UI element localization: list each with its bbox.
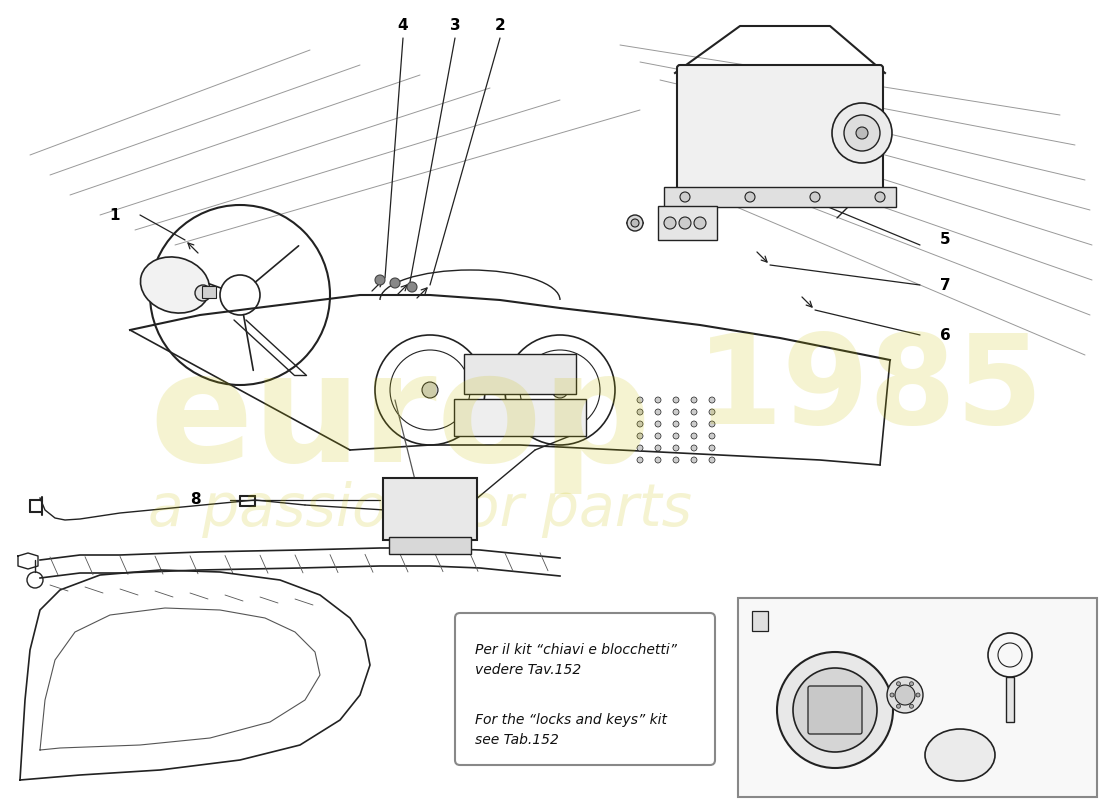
Circle shape bbox=[910, 704, 913, 708]
Text: Per il kit “chiavi e blocchetti”
vedere Tav.152: Per il kit “chiavi e blocchetti” vedere … bbox=[475, 643, 676, 677]
FancyBboxPatch shape bbox=[752, 611, 768, 631]
Text: 6: 6 bbox=[939, 327, 950, 342]
Circle shape bbox=[631, 219, 639, 227]
Text: 9: 9 bbox=[825, 633, 835, 647]
Circle shape bbox=[552, 382, 568, 398]
Text: 5: 5 bbox=[939, 233, 950, 247]
Circle shape bbox=[745, 192, 755, 202]
Circle shape bbox=[637, 397, 644, 403]
Circle shape bbox=[710, 421, 715, 427]
Circle shape bbox=[810, 192, 820, 202]
Circle shape bbox=[691, 409, 697, 415]
Circle shape bbox=[890, 693, 894, 697]
Circle shape bbox=[916, 693, 920, 697]
Circle shape bbox=[895, 685, 915, 705]
Ellipse shape bbox=[925, 729, 996, 781]
Circle shape bbox=[874, 192, 886, 202]
Text: 3: 3 bbox=[450, 18, 460, 33]
FancyBboxPatch shape bbox=[808, 686, 862, 734]
Text: 1: 1 bbox=[110, 207, 120, 222]
Circle shape bbox=[844, 115, 880, 151]
Circle shape bbox=[896, 682, 901, 686]
FancyBboxPatch shape bbox=[455, 613, 715, 765]
Circle shape bbox=[673, 433, 679, 439]
Circle shape bbox=[637, 445, 644, 451]
Circle shape bbox=[627, 215, 644, 231]
Circle shape bbox=[691, 421, 697, 427]
Circle shape bbox=[887, 677, 923, 713]
Circle shape bbox=[673, 445, 679, 451]
Circle shape bbox=[793, 668, 877, 752]
Circle shape bbox=[673, 421, 679, 427]
Circle shape bbox=[654, 421, 661, 427]
Text: europ: europ bbox=[148, 346, 651, 494]
Circle shape bbox=[777, 652, 893, 768]
Circle shape bbox=[654, 433, 661, 439]
Circle shape bbox=[390, 278, 400, 288]
Circle shape bbox=[710, 457, 715, 463]
Text: 7: 7 bbox=[939, 278, 950, 293]
Circle shape bbox=[710, 445, 715, 451]
Circle shape bbox=[637, 409, 644, 415]
Circle shape bbox=[691, 445, 697, 451]
Circle shape bbox=[680, 192, 690, 202]
Circle shape bbox=[710, 433, 715, 439]
Circle shape bbox=[710, 397, 715, 403]
FancyBboxPatch shape bbox=[658, 206, 717, 240]
Text: 8: 8 bbox=[189, 493, 200, 507]
Circle shape bbox=[856, 127, 868, 139]
Circle shape bbox=[375, 275, 385, 285]
Circle shape bbox=[407, 282, 417, 292]
Text: For the “locks and keys” kit
see Tab.152: For the “locks and keys” kit see Tab.152 bbox=[475, 713, 667, 746]
Circle shape bbox=[637, 433, 644, 439]
Circle shape bbox=[637, 457, 644, 463]
Circle shape bbox=[679, 217, 691, 229]
Circle shape bbox=[691, 457, 697, 463]
Text: 10: 10 bbox=[1010, 707, 1031, 722]
Circle shape bbox=[691, 433, 697, 439]
FancyBboxPatch shape bbox=[454, 399, 586, 436]
FancyBboxPatch shape bbox=[383, 478, 477, 540]
Ellipse shape bbox=[141, 257, 209, 313]
FancyBboxPatch shape bbox=[202, 286, 216, 298]
FancyBboxPatch shape bbox=[738, 598, 1097, 797]
Circle shape bbox=[654, 397, 661, 403]
Circle shape bbox=[654, 457, 661, 463]
Text: a passion for parts: a passion for parts bbox=[148, 482, 692, 538]
Text: 2: 2 bbox=[495, 18, 505, 33]
Circle shape bbox=[654, 445, 661, 451]
Circle shape bbox=[673, 409, 679, 415]
Text: 4: 4 bbox=[398, 18, 408, 33]
Circle shape bbox=[691, 397, 697, 403]
Circle shape bbox=[654, 409, 661, 415]
FancyBboxPatch shape bbox=[464, 354, 576, 394]
FancyBboxPatch shape bbox=[676, 65, 883, 191]
Circle shape bbox=[694, 217, 706, 229]
Circle shape bbox=[710, 409, 715, 415]
Circle shape bbox=[637, 421, 644, 427]
Circle shape bbox=[664, 217, 676, 229]
Circle shape bbox=[910, 682, 913, 686]
Circle shape bbox=[673, 397, 679, 403]
Circle shape bbox=[195, 285, 211, 301]
Circle shape bbox=[896, 704, 901, 708]
Circle shape bbox=[673, 457, 679, 463]
Text: 1985: 1985 bbox=[696, 330, 1044, 450]
FancyBboxPatch shape bbox=[389, 537, 471, 554]
Circle shape bbox=[422, 382, 438, 398]
FancyBboxPatch shape bbox=[664, 187, 896, 207]
FancyBboxPatch shape bbox=[1006, 677, 1014, 722]
Circle shape bbox=[832, 103, 892, 163]
